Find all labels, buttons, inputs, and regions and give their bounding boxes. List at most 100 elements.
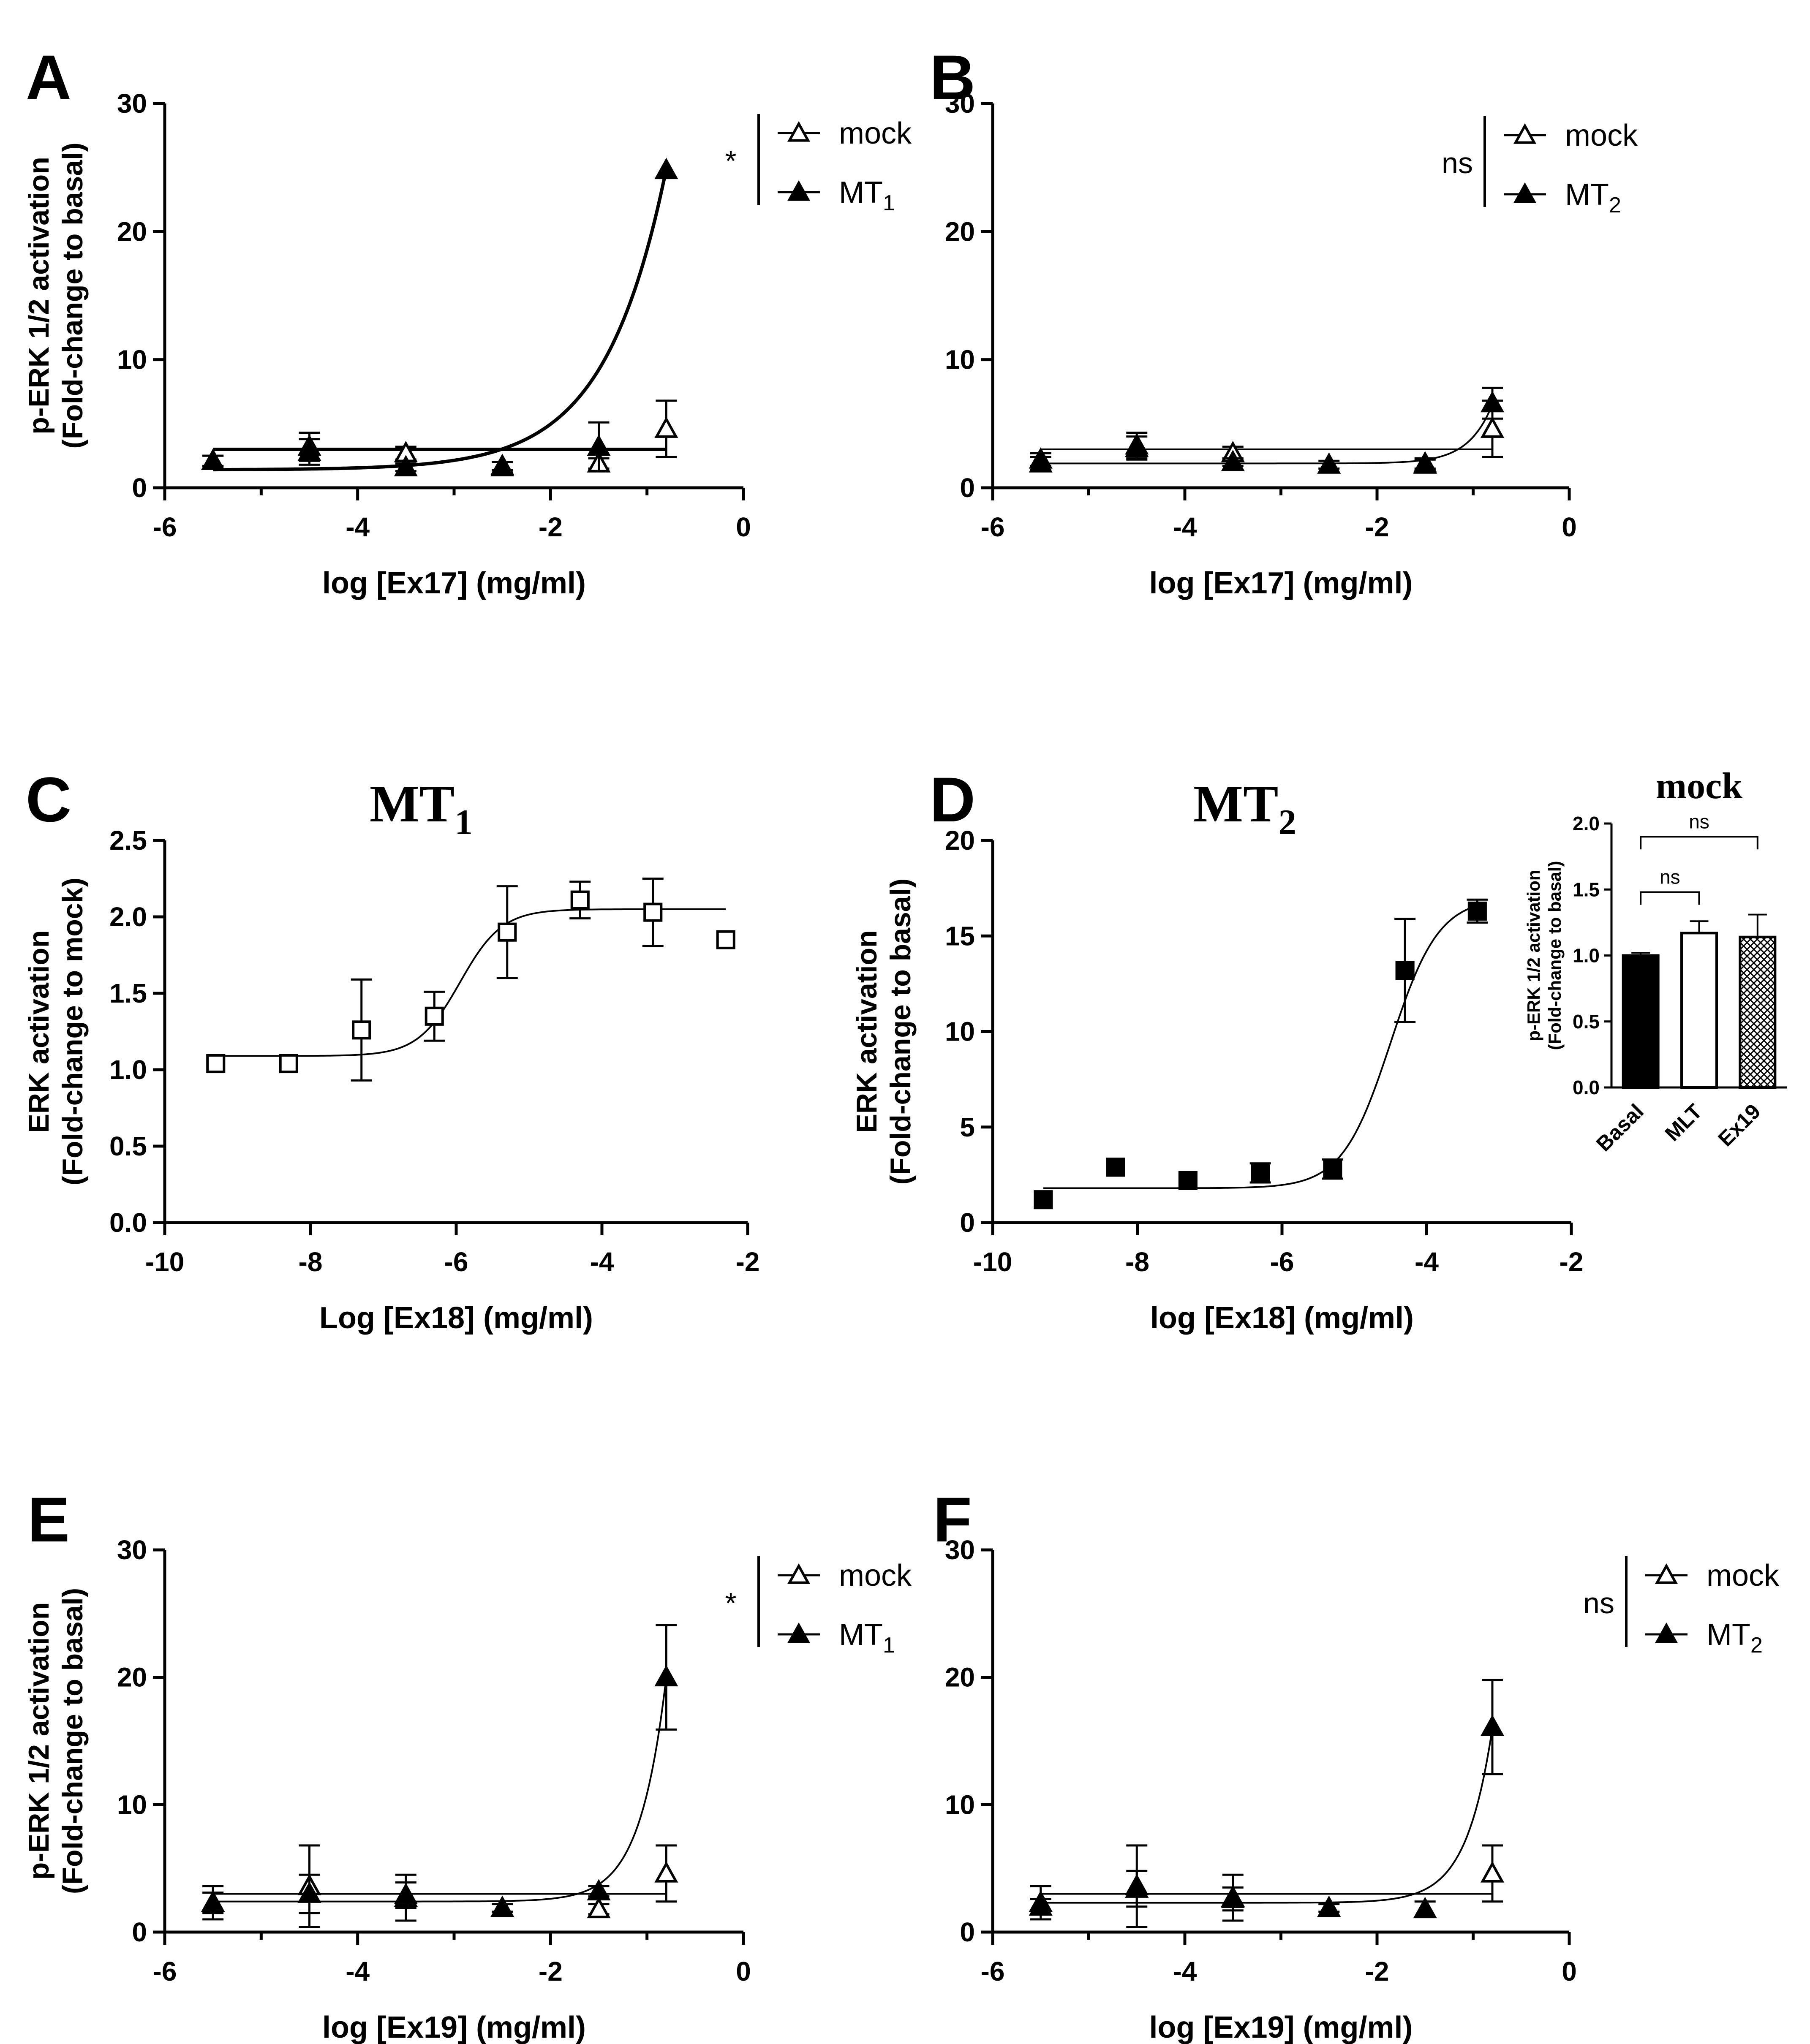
- panel-title-sub: 1: [455, 802, 473, 842]
- panel-b: B 0 10 20 30 -6 -4 -2 0 log [Ex17] (mg/ml) ns mock M…: [930, 42, 1638, 600]
- y-axis-label: p-ERK 1/2 activation: [23, 1602, 55, 1880]
- fit-curve-0: [215, 908, 726, 1057]
- panel-d-inset: mock 0.0 0.5 1.0 1.5 2.0 p-ERK 1/2 activation(…: [1524, 766, 1787, 1156]
- legend-marker: [1655, 1563, 1678, 1584]
- point-MT2-0: [1029, 451, 1053, 473]
- x-tick-label: -4: [1415, 1247, 1439, 1277]
- category-label-1: MLT: [1660, 1099, 1707, 1146]
- y-axis-label: p-ERK 1/2 activation: [23, 157, 55, 435]
- point-MT1-2: [394, 455, 418, 476]
- y-tick-label: 30: [117, 1535, 147, 1565]
- point-MT2-1: [1106, 1158, 1125, 1177]
- x-tick-label: -6: [153, 512, 177, 542]
- point-MT1-3: [490, 1895, 514, 1917]
- point-MT1-6: [643, 902, 663, 922]
- point-MT1-5: [570, 890, 590, 910]
- y-tick-label: 0: [960, 1207, 975, 1238]
- y-axis-label-2: (Fold-change to basal): [57, 142, 89, 448]
- x-axis-label: log [Ex19] (mg/ml): [1149, 2011, 1413, 2044]
- panel-letter: F: [933, 1484, 972, 1555]
- point-MT1-5: [654, 158, 678, 179]
- point-MT1-4: [587, 434, 611, 456]
- legend-label: mock: [839, 1559, 912, 1593]
- legend-label-sub: 2: [1750, 1633, 1763, 1658]
- y-axis-label-2: (Fold-change to basal): [885, 878, 917, 1185]
- point-MT2-5: [1480, 391, 1505, 413]
- x-tick-label: -4: [1173, 1956, 1197, 1987]
- legend-bracket-label: *: [725, 1587, 736, 1620]
- y-tick-label: 0: [132, 1917, 147, 1947]
- panel-title-main: MT: [370, 775, 455, 833]
- point-MT2-3: [1251, 1163, 1270, 1182]
- legend: ns mock MT2: [1442, 116, 1638, 217]
- legend-label: mock: [1565, 119, 1638, 152]
- legend-label-main: mock: [1565, 119, 1638, 152]
- point-MT2-2: [1221, 1886, 1245, 1908]
- legend-bracket-label: *: [725, 144, 736, 177]
- bar-Basal: [1622, 954, 1660, 1089]
- panel-e: E 0 10 20 30 -6 -4 -2 0 log [Ex19] (mg/ml) p-ERK 1…: [23, 1484, 912, 2044]
- point-MT2-4: [1413, 451, 1437, 473]
- panel-c: C 0.0 0.5 1.0 1.5 2.0 2.5 -10 -8 -6 -4 -2 Log [Ex18]…: [23, 764, 759, 1335]
- x-axis-label: Log [Ex18] (mg/ml): [319, 1301, 593, 1335]
- inset-y-tick-label: 0.5: [1573, 1011, 1600, 1033]
- x-axis-label: log [Ex17] (mg/ml): [322, 566, 586, 600]
- x-tick-label: -4: [1173, 512, 1197, 542]
- panel-d: D 0 5 10 15 20 -10 -8 -6 -4 -2 log [Ex18] (mg/ml) ER…: [851, 764, 1583, 1335]
- y-tick-label: 10: [945, 1017, 975, 1047]
- legend-label: MT1: [839, 176, 895, 215]
- x-tick-label: 0: [736, 512, 751, 542]
- legend-label: mock: [1707, 1559, 1780, 1593]
- inset-y-label: p-ERK 1/2 activation: [1524, 870, 1543, 1041]
- legend-label-sub: 1: [883, 1633, 895, 1658]
- y-axis-label: ERK activation: [851, 930, 883, 1133]
- bar-MLT: [1680, 932, 1718, 1089]
- legend-label-main: mock: [839, 117, 912, 150]
- panel-title: MT2: [1193, 775, 1296, 842]
- y-tick-label: 30: [945, 1535, 975, 1565]
- legend-label: MT2: [1565, 178, 1621, 217]
- x-tick-label: -6: [981, 1956, 1005, 1987]
- y-tick-label: 0: [960, 1917, 975, 1947]
- x-axis-label: log [Ex19] (mg/ml): [322, 2011, 586, 2044]
- legend: * mock MT1: [725, 114, 912, 215]
- point-MT1-3: [425, 1006, 444, 1026]
- legend: ns mock MT2: [1583, 1556, 1780, 1658]
- fit-curve-1: [213, 1677, 667, 1903]
- point-MT1-4: [498, 922, 517, 942]
- legend-label-main: MT: [839, 176, 883, 209]
- fit-curve-1: [1040, 404, 1493, 465]
- category-label-0: Basal: [1592, 1099, 1648, 1156]
- fit-curve-1: [213, 169, 668, 472]
- legend-bracket-label: ns: [1442, 147, 1473, 179]
- x-tick-label: -4: [346, 512, 370, 542]
- panel-letter: A: [26, 42, 71, 113]
- point-MT1-2: [394, 1883, 418, 1904]
- point-MT2-6: [1467, 901, 1487, 921]
- x-tick-label: -10: [145, 1247, 185, 1277]
- legend-label-main: mock: [839, 1559, 912, 1593]
- legend-label-main: MT: [1565, 178, 1609, 212]
- panel-title-sub: 2: [1278, 802, 1296, 842]
- legend-marker: [787, 1563, 811, 1584]
- point-MT1-3: [490, 455, 514, 476]
- point-MT2-2: [1178, 1171, 1198, 1190]
- x-tick-label: -2: [539, 1956, 563, 1987]
- legend-marker: [1513, 182, 1537, 203]
- y-tick-label: 5: [960, 1112, 975, 1142]
- legend: * mock MT1: [725, 1556, 912, 1658]
- y-tick-label: 10: [117, 1789, 147, 1820]
- legend-label-sub: 2: [1609, 193, 1621, 217]
- point-MT1-1: [279, 1054, 298, 1074]
- y-tick-label: 20: [945, 1662, 975, 1693]
- y-tick-label: 1.5: [109, 978, 147, 1008]
- point-MT1-5: [654, 1665, 678, 1687]
- comparison-bracket: [1640, 836, 1758, 850]
- x-tick-label: -2: [1560, 1247, 1584, 1277]
- point-MT1-1: [297, 439, 321, 461]
- legend-marker: [1655, 1622, 1678, 1643]
- y-tick-label: 10: [945, 345, 975, 375]
- point-mock-4: [1480, 416, 1505, 438]
- point-mock-4: [654, 1861, 678, 1883]
